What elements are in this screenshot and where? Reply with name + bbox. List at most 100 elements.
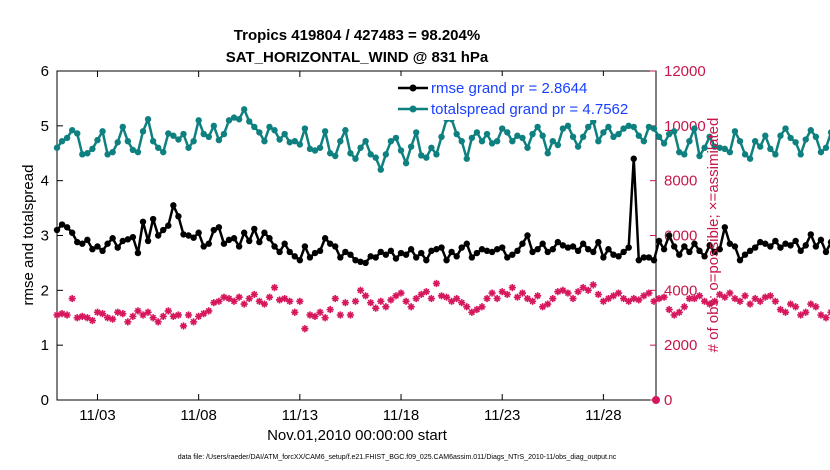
spread-point: [797, 151, 804, 158]
spread-point: [306, 145, 314, 153]
obs-point: [417, 290, 425, 299]
spread-point: [418, 152, 425, 159]
spread-point: [412, 129, 420, 136]
spread-point: [473, 129, 481, 136]
obs-point: [635, 296, 643, 304]
spread-point: [585, 123, 592, 131]
rmse-point: [554, 238, 562, 246]
rmse-point: [367, 253, 374, 260]
rmse-point: [615, 253, 622, 260]
rmse-point: [134, 249, 142, 257]
obs-point: [574, 288, 582, 296]
obs-point: [316, 308, 324, 316]
y-tick-label: 0: [41, 392, 49, 409]
spread-point: [276, 136, 283, 143]
obs-point: [326, 305, 334, 314]
y-right-tick-label: 0: [664, 392, 672, 409]
spread-point: [504, 129, 511, 136]
spread-point: [342, 127, 349, 134]
obs-point: [144, 308, 152, 316]
rmse-point: [772, 237, 779, 245]
spread-point: [291, 137, 298, 145]
rmse-point: [190, 234, 197, 241]
spread-point: [235, 116, 243, 123]
rmse-point: [716, 246, 723, 253]
obs-point: [640, 292, 648, 300]
obs-point: [336, 311, 344, 319]
spread-point: [620, 125, 627, 132]
data-file-footnote: data file: /Users/raeder/DAI/ATM_forcXX/…: [178, 454, 617, 461]
rmse-point: [286, 248, 293, 256]
obs-point: [301, 325, 309, 333]
obs-point: [346, 311, 355, 319]
obs-point: [539, 303, 547, 311]
rmse-point: [499, 244, 506, 251]
spread-point: [246, 118, 253, 125]
obs-point: [493, 294, 501, 303]
spread-point: [544, 150, 551, 157]
spread-point: [149, 137, 157, 145]
rmse-point: [79, 240, 86, 247]
obs-point: [786, 300, 795, 308]
obs-point: [372, 304, 380, 312]
spread-point: [230, 114, 238, 121]
rmse-point: [281, 240, 288, 247]
obs-point: [564, 289, 572, 297]
legend-label-spread: totalspread grand pr = 4.7562: [431, 101, 628, 118]
spread-point: [579, 133, 587, 140]
rmse-point: [569, 243, 577, 250]
rmse-point: [392, 255, 400, 262]
obs-point: [93, 308, 102, 316]
rmse-point: [585, 246, 592, 253]
obs-point: [83, 314, 91, 322]
obs-point: [265, 293, 274, 301]
spread-point: [392, 134, 400, 142]
obs-point: [362, 292, 370, 300]
spread-point: [215, 136, 223, 144]
obs-point: [453, 294, 461, 303]
obs-point: [554, 288, 562, 296]
obs-point: [215, 297, 223, 305]
spread-point: [104, 151, 111, 158]
rmse-point: [817, 236, 825, 244]
x-tick-label: 11/08: [180, 407, 216, 424]
rmse-point: [276, 248, 283, 256]
spread-point: [519, 134, 526, 142]
obs-point: [129, 312, 137, 320]
obs-point: [164, 307, 172, 315]
obs-point: [367, 299, 375, 307]
spread-point: [706, 133, 713, 140]
obs-point: [331, 294, 339, 303]
obs-point: [508, 283, 516, 292]
spread-point: [792, 139, 799, 146]
obs-point: [377, 297, 385, 305]
spread-point: [129, 146, 137, 154]
spread-point: [251, 123, 258, 131]
spread-point: [316, 144, 324, 151]
spread-point: [711, 143, 718, 150]
obs-point: [98, 310, 107, 318]
spread-point: [640, 137, 648, 145]
spread-point: [286, 139, 293, 146]
rmse-point: [600, 254, 607, 261]
rmse-point: [660, 246, 668, 253]
y-tick-label: 6: [41, 63, 49, 80]
obs-point: [154, 318, 162, 326]
spread-point: [569, 133, 577, 140]
obs-point: [488, 289, 496, 297]
spread-point: [559, 125, 567, 132]
rmse-point: [787, 242, 794, 249]
spread-point: [671, 128, 678, 135]
spread-point: [701, 144, 708, 151]
rmse-point: [746, 247, 754, 255]
rmse-point: [357, 258, 364, 266]
obs-point: [296, 297, 304, 305]
rmse-point: [468, 254, 476, 261]
spread-point: [453, 130, 460, 138]
obs-point: [225, 294, 233, 303]
obs-point: [412, 294, 420, 303]
rmse-point: [650, 256, 658, 264]
obs-point: [119, 310, 127, 318]
obs-point: [660, 293, 668, 301]
